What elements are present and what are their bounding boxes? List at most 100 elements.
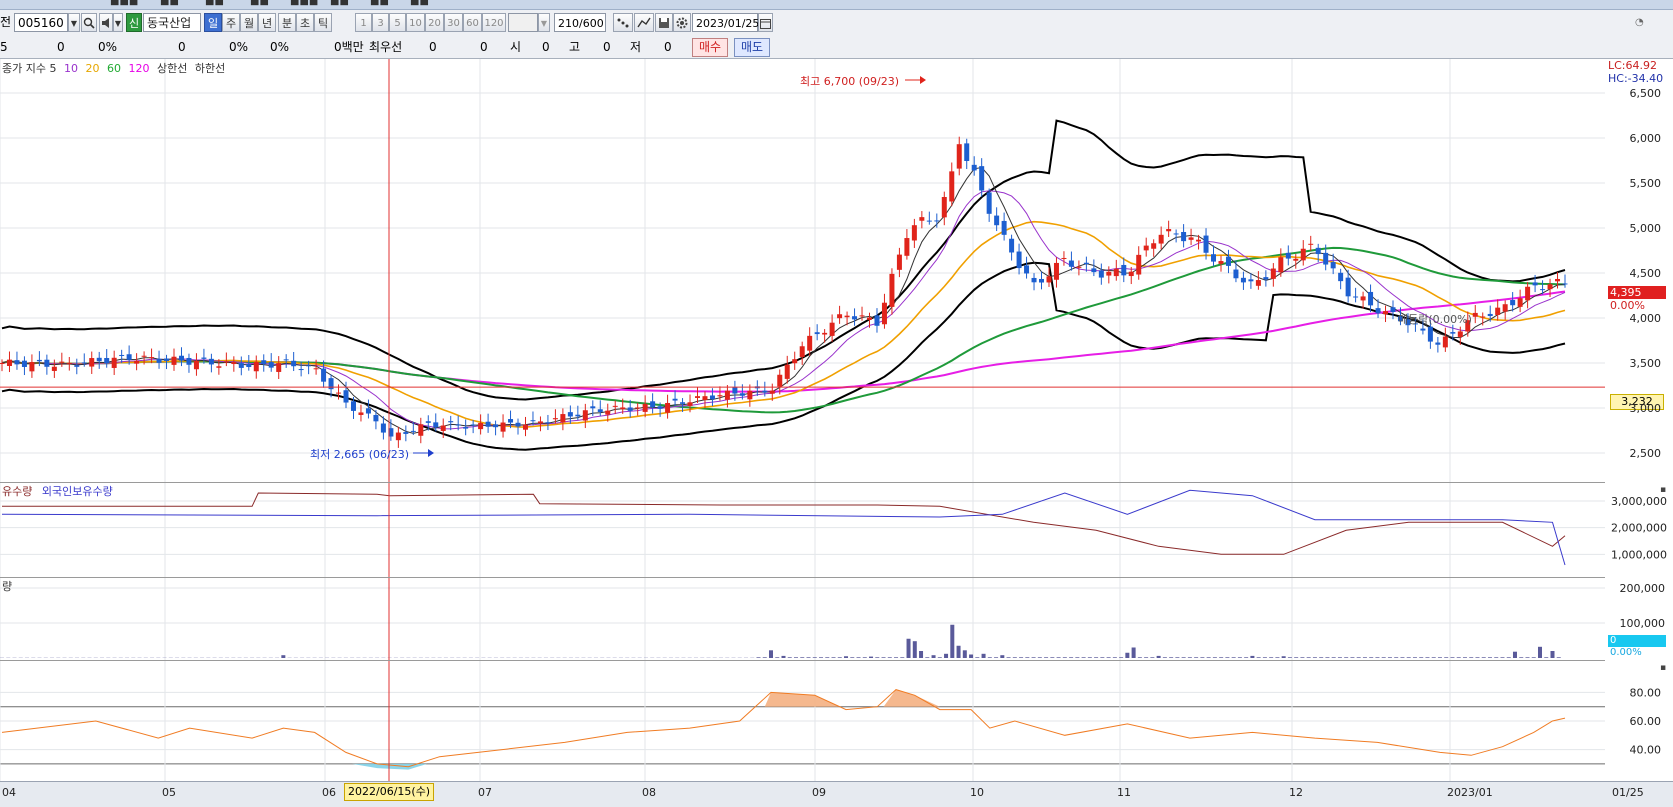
speaker-dropdown-arrow[interactable]: ▼ (113, 13, 123, 32)
candle-body (74, 365, 79, 367)
volume-bar (1338, 657, 1342, 658)
candle (276, 356, 281, 379)
candle-body (516, 423, 521, 427)
volume-bar (913, 641, 917, 658)
oscillator-pane[interactable]: ▪ (0, 661, 1605, 781)
candle-body (1241, 278, 1246, 283)
candle (889, 268, 894, 314)
period-tick-button[interactable]: 틱 (314, 13, 332, 32)
candle (1136, 246, 1141, 280)
calendar-icon[interactable] (758, 13, 773, 32)
step-3-button[interactable]: 3 (372, 13, 389, 32)
candle-body (0, 363, 5, 364)
stock-name-field[interactable]: 동국산업 (143, 13, 201, 32)
volume-bar (938, 657, 942, 658)
save-icon[interactable] (655, 13, 673, 32)
candle-body (822, 333, 827, 335)
count-field[interactable]: 210/600 (554, 13, 606, 32)
trend-line-icon[interactable] (634, 13, 654, 32)
holdings-pane[interactable]: 유수량 외국인보유수량 ▪ (0, 483, 1605, 578)
volume-bar (1157, 656, 1161, 658)
quote-cell-turnover-rate: 0% (270, 39, 289, 56)
step-10-button[interactable]: 10 (406, 13, 425, 32)
candle-body (373, 415, 378, 421)
candle-body (1271, 269, 1276, 279)
period-year-button[interactable]: 년 (258, 13, 276, 32)
volume-bar (1232, 657, 1236, 658)
x-axis-label: 2023/01 (1447, 786, 1493, 799)
volume-bar (963, 650, 967, 658)
credit-badge: 신 (126, 13, 142, 32)
candle-body (1353, 297, 1358, 298)
price-chart[interactable] (0, 59, 1605, 482)
stock-code-input[interactable]: 005160 (14, 13, 68, 32)
quote-cell-price: 5 (0, 39, 8, 56)
window-control-icon[interactable]: ◔ (1635, 13, 1665, 32)
step-1-button[interactable]: 1 (355, 13, 372, 32)
candle (949, 163, 954, 207)
candle (157, 351, 162, 369)
volume-pane[interactable]: 량 0 0.00% (0, 578, 1605, 661)
volume-bar (1394, 657, 1398, 658)
price-pane[interactable]: 종가 지수 5 10 20 60 120 상한선 하한선 LC:64.92 HC… (0, 59, 1605, 483)
gear-icon[interactable] (673, 13, 691, 32)
candle (979, 158, 984, 197)
candle (1248, 273, 1253, 289)
period-minute-button[interactable]: 분 (278, 13, 296, 32)
period-week-button[interactable]: 주 (222, 13, 240, 32)
sell-button[interactable]: 매도 (734, 38, 770, 57)
candle-body (658, 406, 663, 409)
candle-body (1533, 282, 1538, 285)
period-day-button[interactable]: 일 (204, 13, 222, 32)
candle (284, 354, 289, 368)
quote-cell-best-bid: 0 (480, 39, 488, 56)
candle (1024, 257, 1029, 279)
holdings-y-tick: 1,000,000 (1611, 548, 1667, 561)
volume-bar (882, 657, 886, 658)
step-5-button[interactable]: 5 (389, 13, 406, 32)
step-dropdown-arrow[interactable]: ▼ (538, 13, 550, 32)
candle (239, 356, 244, 375)
candle-body (1076, 267, 1081, 268)
volume-bar (1538, 647, 1542, 658)
volume-chart[interactable] (0, 578, 1605, 660)
oscillator-chart[interactable] (0, 661, 1605, 781)
candle-body (1069, 261, 1074, 267)
period-second-button[interactable]: 초 (296, 13, 314, 32)
top-menu-strip[interactable]: ■■■■■■■■■■■■■■■■■■ (0, 0, 1673, 10)
candle-body (478, 423, 483, 429)
date-input[interactable]: 2023/01/25 (692, 13, 758, 32)
x-axis-label: 09 (812, 786, 826, 799)
speaker-icon[interactable] (99, 13, 113, 32)
volume-bar (775, 657, 779, 658)
candle-body (403, 432, 408, 434)
step-120-button[interactable]: 120 (482, 13, 506, 32)
search-icon[interactable] (81, 13, 97, 32)
candle (403, 425, 408, 441)
chart-tool-icon[interactable] (613, 13, 633, 32)
legend-ma60: 60 (107, 62, 121, 75)
candle-body (717, 395, 722, 396)
step-30-button[interactable]: 30 (444, 13, 463, 32)
candle-body (1301, 249, 1306, 261)
volume-bar (281, 655, 285, 658)
step-20-button[interactable]: 20 (425, 13, 444, 32)
candle-body (957, 144, 962, 168)
candle (112, 351, 117, 375)
candle (822, 329, 827, 343)
volume-bar (844, 656, 848, 658)
stock-dropdown-arrow[interactable]: ▼ (68, 13, 80, 32)
buy-button[interactable]: 매수 (692, 38, 728, 57)
candle-body (1458, 331, 1463, 336)
candle-body (1331, 262, 1336, 268)
volume-bar (1325, 657, 1329, 658)
volume-bar (1488, 657, 1492, 658)
candle-body (770, 391, 775, 394)
period-month-button[interactable]: 월 (240, 13, 258, 32)
candle-body (89, 358, 94, 367)
candle-body (1196, 240, 1201, 242)
step-60-button[interactable]: 60 (463, 13, 482, 32)
holdings-chart[interactable] (0, 483, 1605, 577)
step-custom-input[interactable] (508, 13, 538, 32)
candle (172, 349, 177, 371)
